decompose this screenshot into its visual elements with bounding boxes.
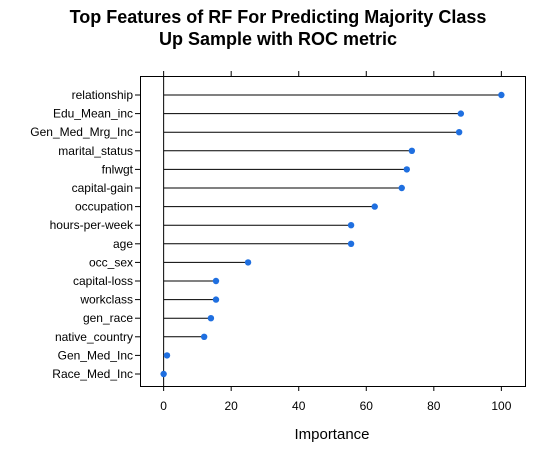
lollipop-stems [164,76,502,386]
point-Gen_Med_Mrg_Inc [456,129,462,135]
x-axis-label: Importance [294,426,369,443]
y-tick-label: gen_race [83,311,133,325]
point-Race_Med_Inc [160,371,166,377]
point-capital-loss [213,278,219,284]
point-Edu_Mean_inc [458,110,464,116]
point-capital-gain [399,185,405,191]
y-tick-label: hours-per-week [50,218,134,232]
x-tick-label: 20 [225,399,239,413]
y-tick-label: capital-loss [73,274,133,288]
point-occ_sex [245,259,251,265]
y-tick-label: native_country [55,330,133,344]
point-relationship [498,92,504,98]
x-axis: 0 20 40 60 80 100 [160,71,511,413]
x-tick-label: 40 [292,399,306,413]
point-fnlwgt [404,166,410,172]
x-tick-label: 100 [491,399,511,413]
y-tick-labels: relationship Edu_Mean_inc Gen_Med_Mrg_Incm… [30,88,140,381]
y-tick-label: Gen_Med_Inc [58,348,133,362]
y-tick-label: occupation [75,200,133,214]
y-tick-label: Edu_Mean_inc [53,107,133,121]
y-tick-label: occ_sex [89,255,133,269]
point-hours-per-week [348,222,354,228]
y-tick-label: fnlwgt [102,162,134,176]
point-native_country [201,334,207,340]
plot-frame [141,77,526,387]
y-tick-label: Race_Med_Inc [52,367,133,381]
y-tick-label: Gen_Med_Mrg_Inc [30,125,133,139]
y-tick-label: marital_status [58,144,133,158]
y-tick-label: capital-gain [72,181,133,195]
y-tick-label: age [113,237,133,251]
point-age [348,241,354,247]
point-marital_status [409,148,415,154]
x-tick-label: 80 [427,399,441,413]
x-tick-label: 0 [160,399,167,413]
y-tick-label: workclass [79,293,133,307]
point-workclass [213,296,219,302]
importance-points [160,92,504,377]
chart-title-line: Top Features of RF For Predicting Majori… [70,7,487,27]
chart-title-line: Up Sample with ROC metric [159,29,397,49]
point-Gen_Med_Inc [164,352,170,358]
y-tick-label: relationship [72,88,134,102]
point-gen_race [208,315,214,321]
point-occupation [372,203,378,209]
chart-title: Top Features of RF For Predicting Majori… [70,7,487,49]
x-tick-label: 60 [360,399,374,413]
